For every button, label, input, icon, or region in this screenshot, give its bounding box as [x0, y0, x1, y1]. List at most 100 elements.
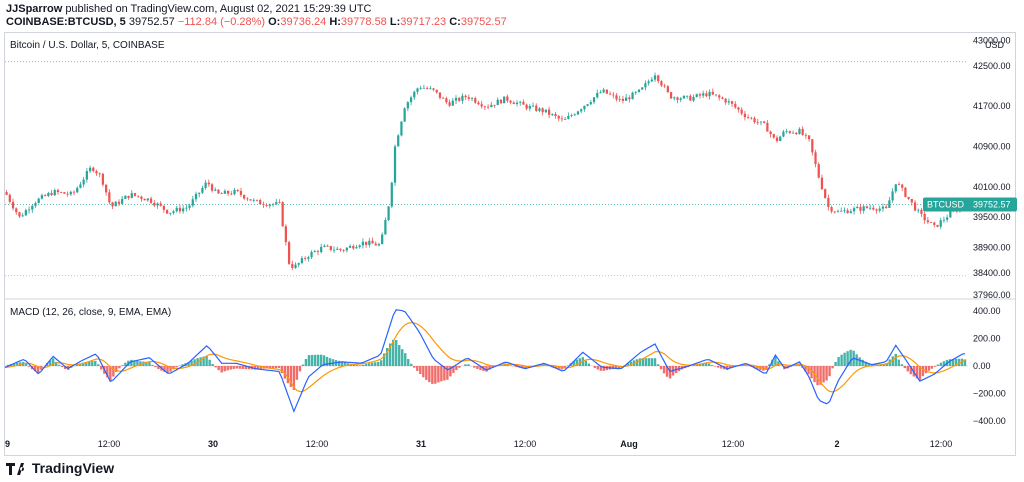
- macd-histogram-bar: [337, 360, 341, 366]
- macd-histogram-bar: [313, 354, 317, 366]
- candle: [114, 201, 117, 207]
- macd-histogram-bar: [398, 345, 401, 366]
- candle: [345, 247, 348, 251]
- macd-histogram-bar: [373, 362, 377, 366]
- candle: [686, 95, 689, 97]
- macd-histogram-bar: [223, 366, 226, 372]
- candle: [856, 206, 859, 209]
- candle: [66, 193, 69, 195]
- candle: [618, 98, 621, 100]
- candle: [583, 105, 586, 110]
- candle: [852, 208, 856, 212]
- macd-histogram-bar: [229, 366, 232, 370]
- candle: [27, 209, 31, 211]
- candle: [287, 242, 291, 264]
- macd-histogram-bar: [804, 366, 807, 372]
- candle: [85, 171, 88, 180]
- candle: [210, 184, 214, 191]
- macd-histogram-bar: [828, 366, 831, 377]
- candle: [605, 89, 608, 94]
- last-price: 39752.57: [128, 16, 175, 28]
- macd-histogram-bar: [924, 366, 928, 374]
- candle: [567, 115, 570, 120]
- macd-histogram-bar: [756, 366, 759, 370]
- candle: [946, 217, 949, 220]
- candle: [355, 247, 358, 249]
- macd-histogram-bar: [376, 361, 380, 366]
- candle: [653, 75, 657, 80]
- macd-histogram-bar: [434, 366, 437, 384]
- candle: [377, 244, 381, 246]
- macd-histogram-bar: [51, 358, 55, 366]
- macd-histogram-bar: [259, 366, 263, 369]
- candle: [615, 95, 618, 100]
- candle: [660, 81, 663, 86]
- candle: [339, 248, 342, 251]
- macd-histogram-bar: [364, 363, 368, 366]
- macd-histogram-bar: [277, 366, 281, 368]
- macd-histogram-bar: [846, 351, 849, 366]
- candle: [37, 198, 40, 203]
- candle: [255, 199, 259, 201]
- macd-histogram-bar: [479, 366, 482, 371]
- macd-histogram-bar: [148, 362, 151, 366]
- candle: [865, 206, 869, 209]
- macd-histogram-bar: [930, 366, 934, 369]
- candle: [217, 189, 220, 194]
- candle: [69, 191, 72, 195]
- macd-histogram-bar: [163, 366, 166, 372]
- candle: [570, 115, 573, 116]
- candle: [718, 95, 721, 98]
- candle: [480, 104, 483, 107]
- price-tick-label: 42500.00: [973, 61, 1011, 71]
- macd-histogram-bar: [810, 366, 813, 379]
- macd-histogram-bar: [602, 366, 606, 371]
- macd-histogram-bar: [343, 362, 347, 366]
- candle: [782, 131, 785, 137]
- candle: [535, 105, 538, 111]
- macd-histogram-bar: [244, 366, 247, 370]
- candle: [243, 194, 246, 199]
- candle: [265, 205, 268, 206]
- low-value: 39717.23: [400, 16, 447, 28]
- candle: [146, 198, 149, 201]
- macd-histogram-bar: [563, 366, 566, 369]
- candle: [547, 109, 551, 115]
- low-label: L:: [389, 16, 401, 28]
- macd-histogram-bar: [476, 366, 479, 370]
- close-label: C:: [449, 16, 461, 28]
- candle: [31, 205, 34, 210]
- candle: [182, 208, 185, 212]
- candle: [541, 108, 544, 113]
- candle: [127, 195, 130, 198]
- candle: [788, 131, 791, 133]
- candle: [872, 207, 875, 210]
- macd-histogram-bar: [187, 362, 190, 366]
- price-tick-label: 41700.00: [973, 101, 1011, 111]
- candle: [913, 202, 917, 211]
- candle: [8, 194, 11, 202]
- macd-histogram-bar: [819, 366, 822, 385]
- candle: [226, 190, 230, 194]
- macd-histogram-bar: [963, 359, 967, 366]
- macd-histogram-bar: [57, 364, 61, 366]
- macd-tick-label: −400.00: [973, 416, 1006, 426]
- candle: [730, 101, 734, 104]
- macd-histogram-bar: [199, 357, 202, 366]
- macd-histogram-bar: [957, 358, 961, 366]
- macd-histogram-bar: [455, 366, 458, 371]
- macd-histogram-bar: [388, 343, 392, 366]
- candle: [425, 87, 429, 89]
- macd-histogram-bar: [822, 366, 825, 383]
- macd-histogram-bar: [599, 366, 603, 371]
- candle: [442, 97, 445, 99]
- macd-histogram-bar: [214, 366, 217, 368]
- candle: [637, 89, 641, 92]
- candle: [121, 198, 124, 204]
- macd-histogram-bar: [575, 359, 578, 366]
- candle: [811, 139, 814, 153]
- candle: [705, 93, 708, 97]
- publish-line: JJSparrow published on TradingView.com, …: [6, 3, 371, 15]
- macd-histogram-bar: [36, 366, 40, 373]
